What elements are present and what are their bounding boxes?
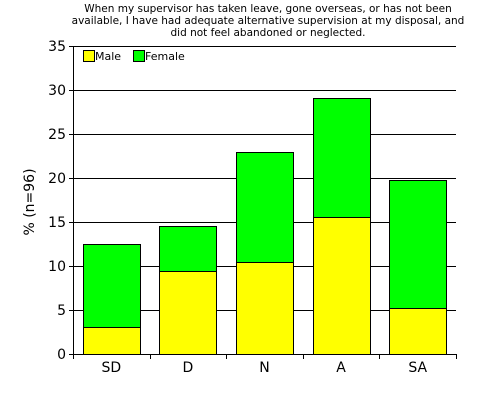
bar-female-n [236, 152, 294, 263]
x-tick-label: SA [408, 360, 427, 376]
y-tick-label: 25 [48, 127, 66, 143]
x-tick-label: A [336, 360, 346, 376]
y-tick-label: 15 [48, 215, 66, 231]
bar-female-a [313, 98, 371, 218]
legend: Male Female [83, 50, 185, 63]
x-tick-label: D [183, 360, 194, 376]
legend-label-male: Male [95, 50, 121, 63]
chart-title: When my supervisor has taken leave, gone… [72, 3, 465, 39]
chart-title-line: When my supervisor has taken leave, gone… [84, 3, 452, 15]
x-tick-label: SD [101, 360, 121, 376]
x-tick-labels: SD D N A SA [101, 360, 427, 376]
legend-swatch-male [83, 50, 95, 62]
y-tick-label: 0 [57, 347, 66, 363]
x-tick-label: N [259, 360, 269, 376]
y-tick-label: 35 [48, 39, 66, 55]
y-tick-labels: 0 5 10 15 20 25 30 35 [48, 39, 66, 363]
bar-male-a [313, 217, 371, 355]
legend-label-female: Female [145, 50, 185, 63]
legend-swatch-female [133, 50, 145, 62]
y-tick-label: 30 [48, 83, 66, 99]
bar-female-sd [83, 244, 141, 328]
chart-title-line: available, I have had adequate alternati… [72, 15, 465, 27]
bar-female-d [159, 226, 217, 272]
y-tick-label: 5 [57, 303, 66, 319]
bars [83, 98, 447, 355]
bar-male-n [236, 262, 294, 355]
bar-male-sd [83, 327, 141, 355]
bar-male-sa [389, 308, 447, 355]
chart-title-line: did not feel abandoned or neglected. [171, 27, 366, 39]
y-axis-label: % (n=96) [22, 168, 38, 235]
y-tick-label: 10 [48, 259, 66, 275]
axes [69, 46, 457, 359]
bar-female-sa [389, 180, 447, 309]
bar-male-d [159, 271, 217, 355]
y-tick-label: 20 [48, 171, 66, 187]
